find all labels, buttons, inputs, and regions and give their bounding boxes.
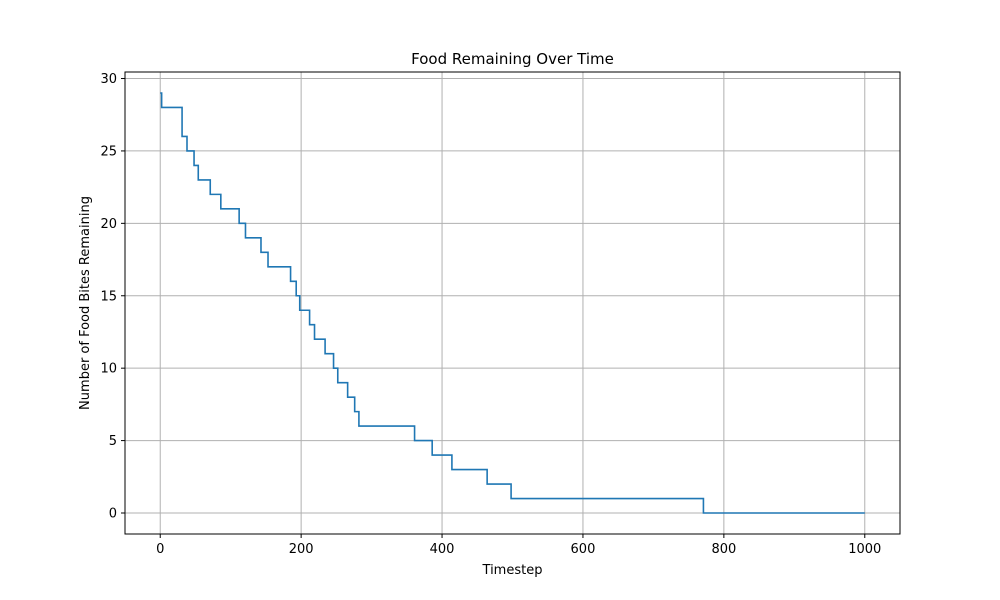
x-tick-label: 600 bbox=[571, 542, 596, 557]
y-tick-label: 10 bbox=[100, 362, 117, 377]
chart-title: Food Remaining Over Time bbox=[411, 50, 614, 68]
y-axis-ticks: 0 5 10 15 20 25 30 bbox=[100, 72, 125, 522]
x-axis-label: Timestep bbox=[482, 563, 543, 578]
y-axis-label: Number of Food Bites Remaining bbox=[78, 196, 93, 410]
y-tick-label: 20 bbox=[100, 217, 117, 232]
grid bbox=[125, 72, 900, 534]
y-tick-label: 15 bbox=[100, 289, 117, 304]
x-tick-label: 800 bbox=[711, 542, 736, 557]
y-tick-label: 5 bbox=[109, 434, 117, 449]
plot-frame bbox=[124, 71, 901, 535]
y-tick-label: 30 bbox=[100, 72, 117, 87]
y-tick-label: 0 bbox=[109, 507, 117, 522]
x-tick-label: 1000 bbox=[848, 542, 881, 557]
y-tick-label: 25 bbox=[100, 144, 117, 159]
x-tick-label: 0 bbox=[156, 542, 164, 557]
x-tick-label: 200 bbox=[289, 542, 314, 557]
x-tick-label: 400 bbox=[430, 542, 455, 557]
series-line-food-remaining bbox=[160, 92, 865, 514]
series-layer bbox=[160, 92, 865, 514]
x-axis-ticks: 0 200 400 600 800 1000 bbox=[156, 534, 881, 557]
